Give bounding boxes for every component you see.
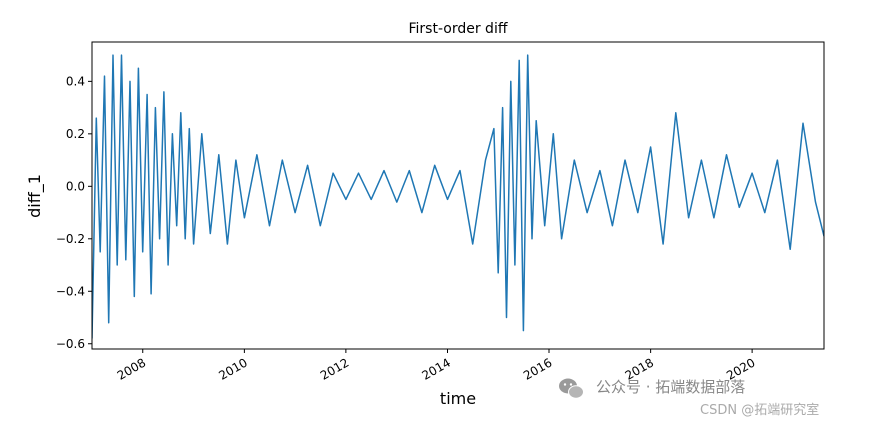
y-tick-label: −0.6 (56, 337, 85, 351)
watermark-line1: 公众号 · 拓端数据部落 (596, 378, 745, 396)
x-tick-label: 2014 (420, 355, 453, 382)
y-axis-label: diff_1 (25, 174, 45, 218)
x-axis-label: time (440, 389, 476, 408)
x-tick-label: 2012 (318, 355, 351, 382)
x-tick-label: 2016 (521, 355, 554, 382)
chart-title: First-order diff (409, 21, 508, 37)
series-line (92, 54, 824, 339)
y-tick-label: 0.0 (66, 179, 85, 193)
y-tick-label: −0.2 (56, 232, 85, 246)
y-tick-label: −0.4 (56, 284, 85, 298)
x-tick-label: 2008 (115, 355, 148, 382)
watermark: 公众号 · 拓端数据部落 CSDN @拓端研究室 (559, 378, 819, 418)
x-tick-label: 2010 (216, 355, 249, 382)
wechat-icon (559, 378, 584, 399)
y-tick-label: 0.4 (66, 74, 85, 88)
y-tick-label: 0.2 (66, 127, 85, 141)
watermark-line2: CSDN @拓端研究室 (700, 402, 819, 418)
plot-frame (91, 41, 825, 350)
